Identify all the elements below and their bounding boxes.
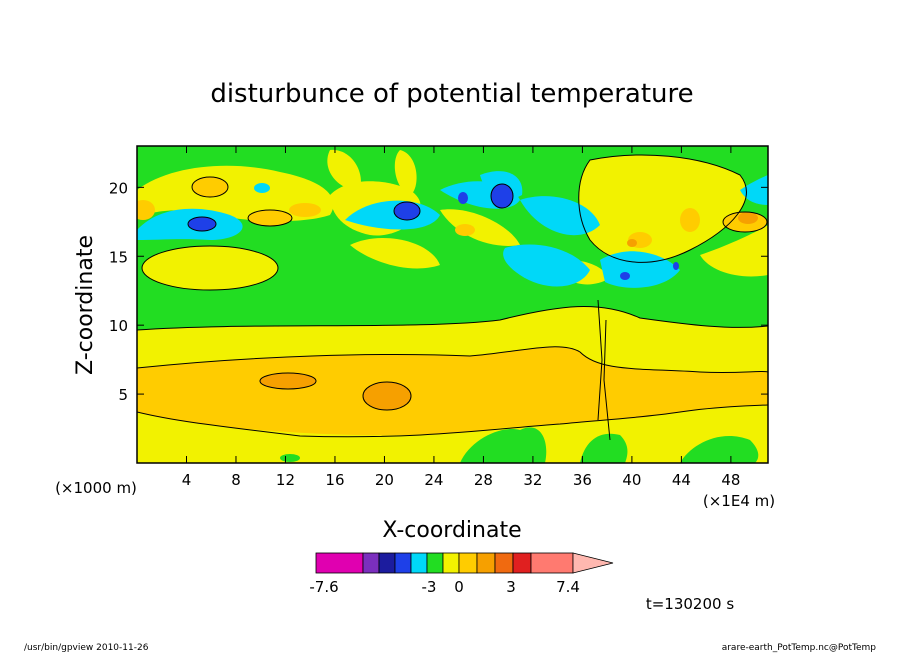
x-tick-label: 24 xyxy=(424,471,443,489)
warm-spot xyxy=(627,239,637,247)
colorbar-label: -3 xyxy=(422,578,437,596)
x-tick-label: 36 xyxy=(573,471,592,489)
contour-field xyxy=(137,146,768,463)
y-tick-label: 20 xyxy=(109,179,128,197)
y-axis: 5 10 15 20 xyxy=(109,179,768,404)
plot-frame xyxy=(136,145,769,464)
x-tick-label: 8 xyxy=(231,471,241,489)
cold-core xyxy=(620,272,630,280)
cold-patch xyxy=(740,175,768,205)
upper-blob xyxy=(578,155,747,263)
x-tick-label: 44 xyxy=(672,471,691,489)
colorbar-segment xyxy=(426,552,444,574)
x-unit-left: (×1000 m) xyxy=(55,479,137,497)
colorbar: -7.6 -3 0 3 7.4 xyxy=(309,552,614,596)
x-unit-right: (×1E4 m) xyxy=(703,492,775,510)
cold-patch xyxy=(254,183,270,193)
surface-patch xyxy=(280,454,300,462)
upper-blob xyxy=(440,209,520,246)
y-tick-label: 5 xyxy=(118,386,128,404)
colorbar-segment xyxy=(494,552,514,574)
colorbar-segment xyxy=(362,552,380,574)
upper-blob xyxy=(327,149,361,191)
surface-patch xyxy=(580,433,628,463)
cold-patch xyxy=(503,244,590,287)
warm-spot xyxy=(192,177,228,197)
colorbar-segment xyxy=(458,552,478,574)
colorbar-segment xyxy=(530,552,574,574)
x-tick-label: 40 xyxy=(622,471,641,489)
x-tick-label: 28 xyxy=(474,471,493,489)
warm-spot xyxy=(363,382,411,410)
colorbar-label: -7.6 xyxy=(309,578,338,596)
cold-core xyxy=(491,184,513,208)
warm-spot xyxy=(455,224,475,236)
upper-blob xyxy=(350,237,440,269)
warm-band xyxy=(137,346,768,436)
time-label: t=130200 s xyxy=(646,595,734,613)
y-axis-label: Z-coordinate xyxy=(73,235,98,375)
footer-right: arare-earth_PotTemp.nc@PotTemp xyxy=(722,643,877,653)
warm-spot xyxy=(738,212,758,224)
cold-patch xyxy=(520,196,600,236)
warm-spot xyxy=(680,208,700,232)
warm-spot xyxy=(260,373,316,389)
x-tick-label: 20 xyxy=(375,471,394,489)
cold-core xyxy=(188,217,216,231)
colorbar-label: 3 xyxy=(506,578,516,596)
colorbar-label: 0 xyxy=(454,578,464,596)
chart-title: disturbunce of potential temperature xyxy=(210,79,693,109)
cold-core xyxy=(673,262,679,270)
x-tick-label: 48 xyxy=(721,471,740,489)
colorbar-segment xyxy=(476,552,496,574)
y-tick-label: 15 xyxy=(109,248,128,266)
colorbar-segment xyxy=(394,552,412,574)
upper-blob xyxy=(700,225,768,277)
x-axis: 4 8 12 16 20 24 28 32 36 40 44 48 xyxy=(182,146,740,489)
x-tick-label: 4 xyxy=(182,471,192,489)
upper-blob xyxy=(137,165,334,222)
surface-patch xyxy=(680,435,759,463)
colorbar-segment xyxy=(378,552,396,574)
y-tick-label: 10 xyxy=(109,317,128,335)
surface-patch xyxy=(460,427,547,463)
cold-core xyxy=(458,192,468,204)
footer-left: /usr/bin/gpview 2010-11-26 xyxy=(24,643,149,653)
x-tick-label: 16 xyxy=(325,471,344,489)
colorbar-segment xyxy=(410,552,428,574)
x-axis-label: X-coordinate xyxy=(382,518,521,543)
colorbar-segment xyxy=(442,552,460,574)
warm-spot xyxy=(289,203,321,217)
warm-spot xyxy=(137,200,155,220)
colorbar-segment xyxy=(315,552,364,574)
upper-blob xyxy=(142,246,278,290)
x-tick-label: 32 xyxy=(523,471,542,489)
x-tick-label: 12 xyxy=(276,471,295,489)
colorbar-segment xyxy=(512,552,532,574)
upper-blob xyxy=(394,150,417,195)
colorbar-label: 7.4 xyxy=(556,578,580,596)
cold-core xyxy=(394,202,420,220)
warm-spot xyxy=(248,210,292,226)
colorbar-arrow xyxy=(572,552,614,574)
